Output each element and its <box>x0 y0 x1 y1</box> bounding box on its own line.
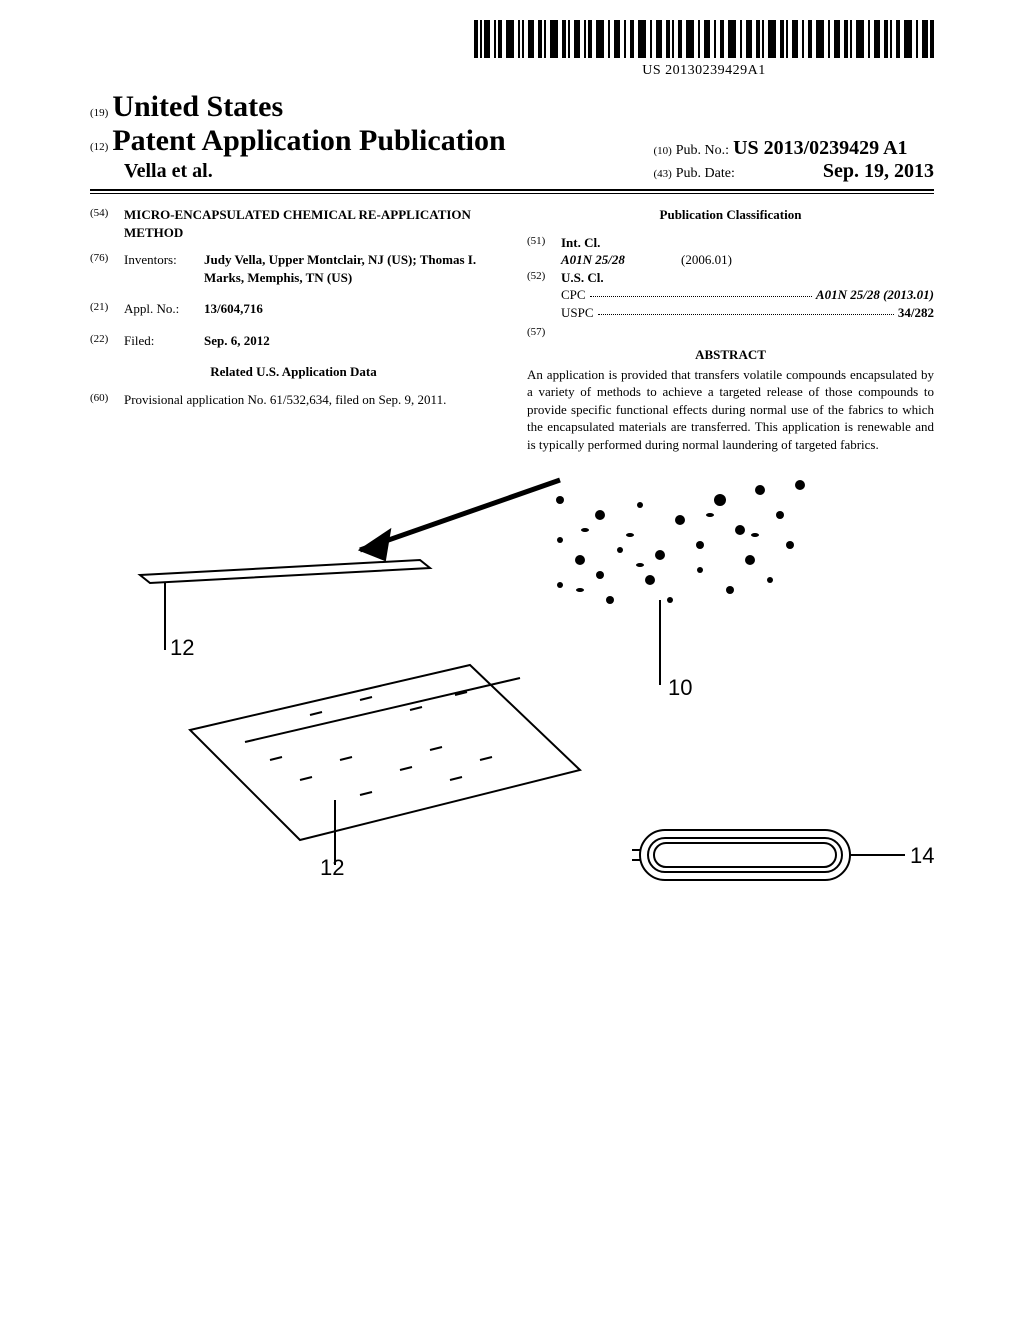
provisional-text: Provisional application No. 61/532,634, … <box>124 391 497 409</box>
appl-no-value: 13/604,716 <box>204 301 263 316</box>
code-12: (12) <box>90 141 108 153</box>
barcode-block: US 20130239429A1 <box>474 20 934 79</box>
code-22: (22) <box>90 332 124 350</box>
filed-value: Sep. 6, 2012 <box>204 333 270 348</box>
authors-header: Vella et al. <box>90 160 506 183</box>
classification-heading: Publication Classification <box>527 206 934 224</box>
cpc-label: CPC <box>561 286 586 304</box>
code-60: (60) <box>90 391 124 409</box>
pub-date-label: Pub. Date: <box>676 166 735 181</box>
barcode-icon <box>474 20 934 58</box>
country: United States <box>112 90 283 123</box>
code-52: (52) <box>527 269 561 287</box>
divider-thick <box>90 189 934 191</box>
inventors-value: Judy Vella, Upper Montclair, NJ (US); Th… <box>204 252 476 285</box>
code-57: (57) <box>527 325 561 340</box>
uspc-value: 34/282 <box>898 305 934 320</box>
code-43: (43) <box>653 168 671 180</box>
pub-no-label: Pub. No.: <box>676 143 729 158</box>
code-51: (51) <box>527 234 561 252</box>
related-heading: Related U.S. Application Data <box>90 363 497 381</box>
uscl-label: U.S. Cl. <box>561 270 604 285</box>
intcl-code: A01N 25/28 <box>561 252 625 267</box>
patent-figure: 12 10 12 14 <box>0 460 1024 940</box>
code-54: (54) <box>90 206 124 241</box>
code-76: (76) <box>90 251 124 286</box>
publication-type: Patent Application Publication <box>112 124 505 157</box>
barcode-text: US 20130239429A1 <box>474 63 934 79</box>
pub-no-value: US 2013/0239429 A1 <box>733 137 907 159</box>
invention-title: MICRO-ENCAPSULATED CHEMICAL RE-APPLICATI… <box>124 206 497 241</box>
pub-date-value: Sep. 19, 2013 <box>823 160 934 182</box>
code-21: (21) <box>90 300 124 318</box>
code-19: (19) <box>90 107 108 119</box>
inventors-label: Inventors: <box>124 251 204 286</box>
abstract-text: An application is provided that transfer… <box>527 366 934 454</box>
divider-thin <box>90 193 934 194</box>
figure-label-12b: 12 <box>320 855 344 881</box>
intcl-label: Int. Cl. <box>561 235 600 250</box>
cpc-value: A01N 25/28 (2013.01) <box>816 287 934 302</box>
figure-label-14: 14 <box>910 843 934 869</box>
filed-label: Filed: <box>124 332 204 350</box>
code-10: (10) <box>653 145 671 157</box>
figure-label-12a: 12 <box>170 635 194 661</box>
abstract-heading: ABSTRACT <box>527 346 934 364</box>
intcl-date: (2006.01) <box>681 251 732 269</box>
dotted-leader <box>598 304 894 315</box>
figure-label-10: 10 <box>668 675 692 701</box>
dotted-leader <box>590 286 812 297</box>
appl-no-label: Appl. No.: <box>124 300 204 318</box>
uspc-label: USPC <box>561 304 594 322</box>
